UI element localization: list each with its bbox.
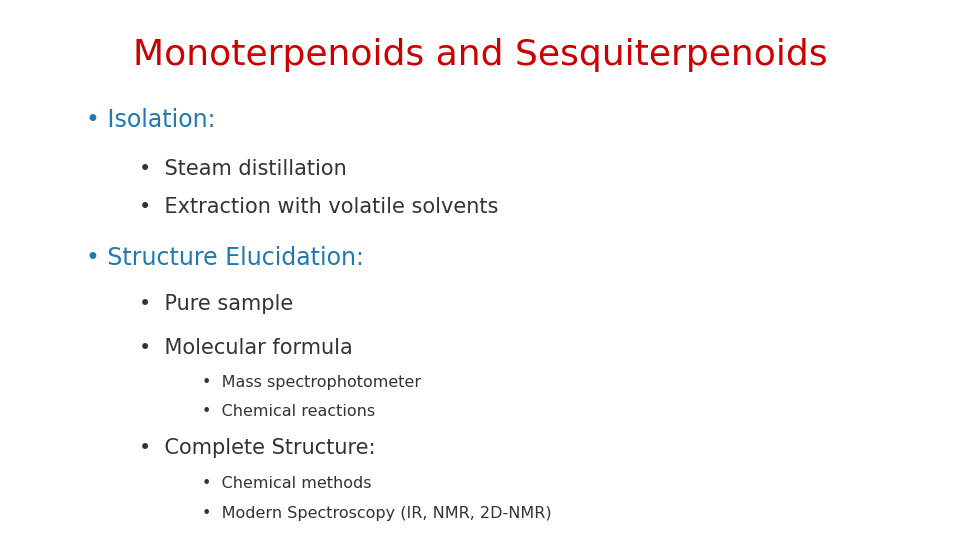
Text: •  Modern Spectroscopy (IR, NMR, 2D-NMR): • Modern Spectroscopy (IR, NMR, 2D-NMR): [202, 506, 551, 521]
Text: •  Molecular formula: • Molecular formula: [139, 338, 353, 357]
Text: •  Mass spectrophotometer: • Mass spectrophotometer: [202, 375, 420, 390]
Text: •  Complete Structure:: • Complete Structure:: [139, 438, 375, 458]
Text: •  Extraction with volatile solvents: • Extraction with volatile solvents: [139, 197, 498, 217]
Text: •  Chemical methods: • Chemical methods: [202, 476, 372, 491]
Text: •  Chemical reactions: • Chemical reactions: [202, 404, 374, 419]
Text: •  Pure sample: • Pure sample: [139, 294, 294, 314]
Text: • Structure Elucidation:: • Structure Elucidation:: [86, 246, 364, 269]
Text: Monoterpenoids and Sesquiterpenoids: Monoterpenoids and Sesquiterpenoids: [132, 38, 828, 72]
Text: •  Steam distillation: • Steam distillation: [139, 159, 347, 179]
Text: • Isolation:: • Isolation:: [86, 108, 216, 132]
